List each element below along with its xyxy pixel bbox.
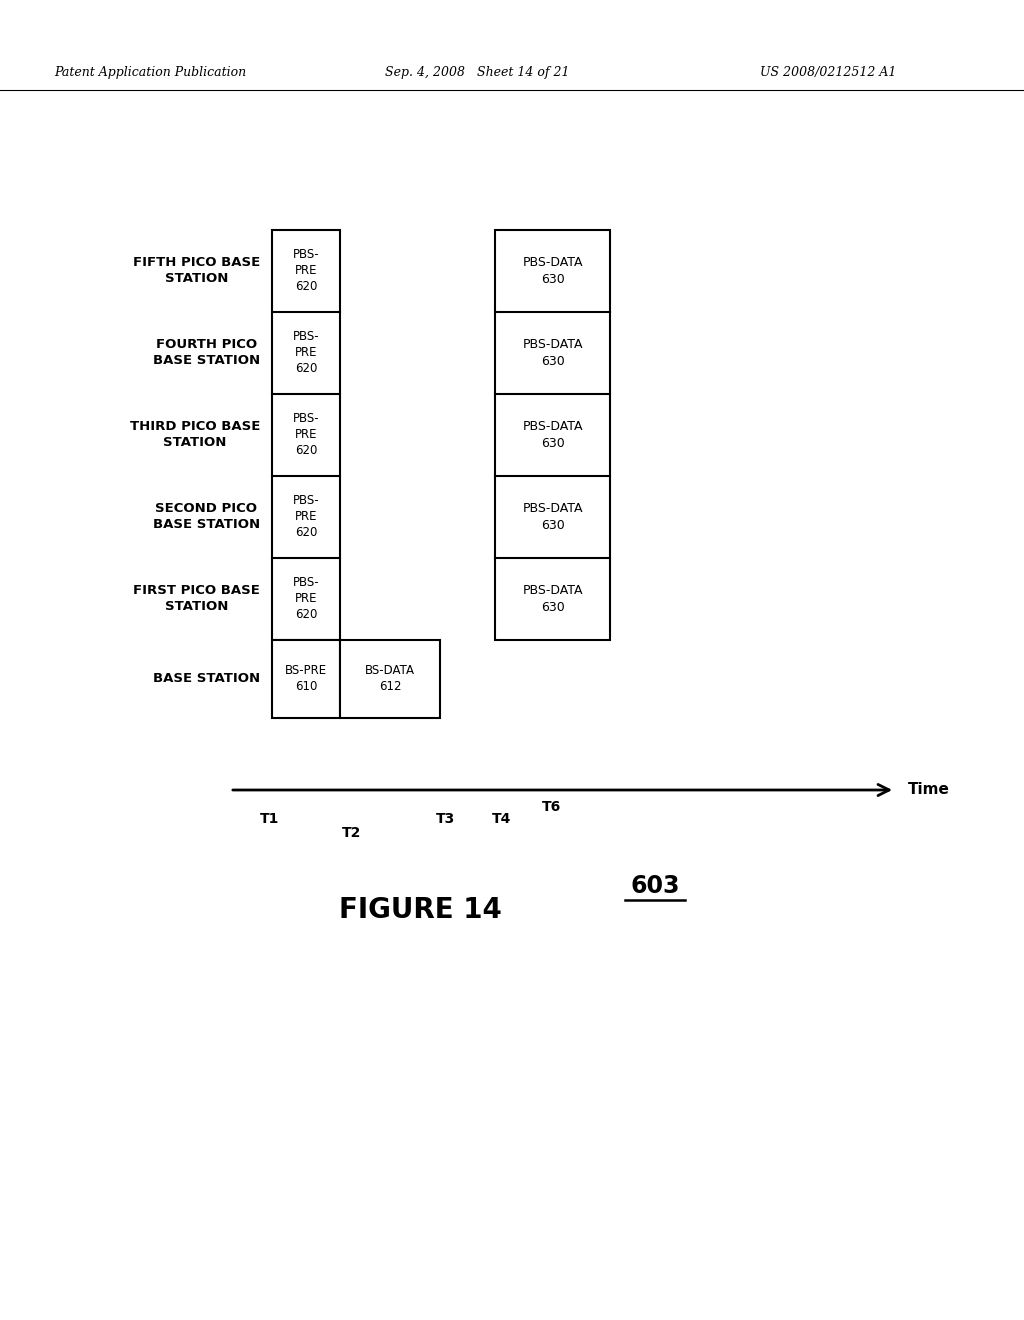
Bar — [272, 640, 340, 718]
Text: PBS-
PRE
620: PBS- PRE 620 — [293, 248, 319, 293]
Text: BASE STATION: BASE STATION — [153, 672, 260, 685]
Bar — [272, 230, 340, 640]
Text: T2: T2 — [342, 826, 361, 840]
Text: SECOND PICO
BASE STATION: SECOND PICO BASE STATION — [153, 503, 260, 532]
Text: 603: 603 — [630, 874, 680, 898]
Text: PBS-DATA
630: PBS-DATA 630 — [522, 420, 583, 450]
Text: PBS-DATA
630: PBS-DATA 630 — [522, 338, 583, 368]
Text: BS-PRE
610: BS-PRE 610 — [285, 664, 327, 693]
Text: T4: T4 — [493, 812, 512, 826]
Bar — [340, 640, 440, 718]
Text: PBS-DATA
630: PBS-DATA 630 — [522, 256, 583, 286]
Text: T6: T6 — [543, 800, 561, 814]
Text: FIFTH PICO BASE
STATION: FIFTH PICO BASE STATION — [133, 256, 260, 285]
Text: FIGURE 14: FIGURE 14 — [339, 896, 502, 924]
Text: PBS-DATA
630: PBS-DATA 630 — [522, 583, 583, 614]
Text: THIRD PICO BASE
STATION: THIRD PICO BASE STATION — [130, 421, 260, 450]
Text: PBS-
PRE
620: PBS- PRE 620 — [293, 495, 319, 540]
Text: Patent Application Publication: Patent Application Publication — [54, 66, 246, 78]
Text: FOURTH PICO
BASE STATION: FOURTH PICO BASE STATION — [153, 338, 260, 367]
Text: PBS-
PRE
620: PBS- PRE 620 — [293, 412, 319, 458]
Text: PBS-DATA
630: PBS-DATA 630 — [522, 502, 583, 532]
Text: FIRST PICO BASE
STATION: FIRST PICO BASE STATION — [133, 585, 260, 614]
Text: T1: T1 — [260, 812, 280, 826]
Text: PBS-
PRE
620: PBS- PRE 620 — [293, 330, 319, 375]
Bar — [495, 230, 610, 640]
Text: PBS-
PRE
620: PBS- PRE 620 — [293, 577, 319, 622]
Text: US 2008/0212512 A1: US 2008/0212512 A1 — [760, 66, 896, 78]
Text: T3: T3 — [435, 812, 455, 826]
Text: Sep. 4, 2008   Sheet 14 of 21: Sep. 4, 2008 Sheet 14 of 21 — [385, 66, 569, 78]
Text: Time: Time — [908, 783, 950, 797]
Text: BS-DATA
612: BS-DATA 612 — [365, 664, 415, 693]
